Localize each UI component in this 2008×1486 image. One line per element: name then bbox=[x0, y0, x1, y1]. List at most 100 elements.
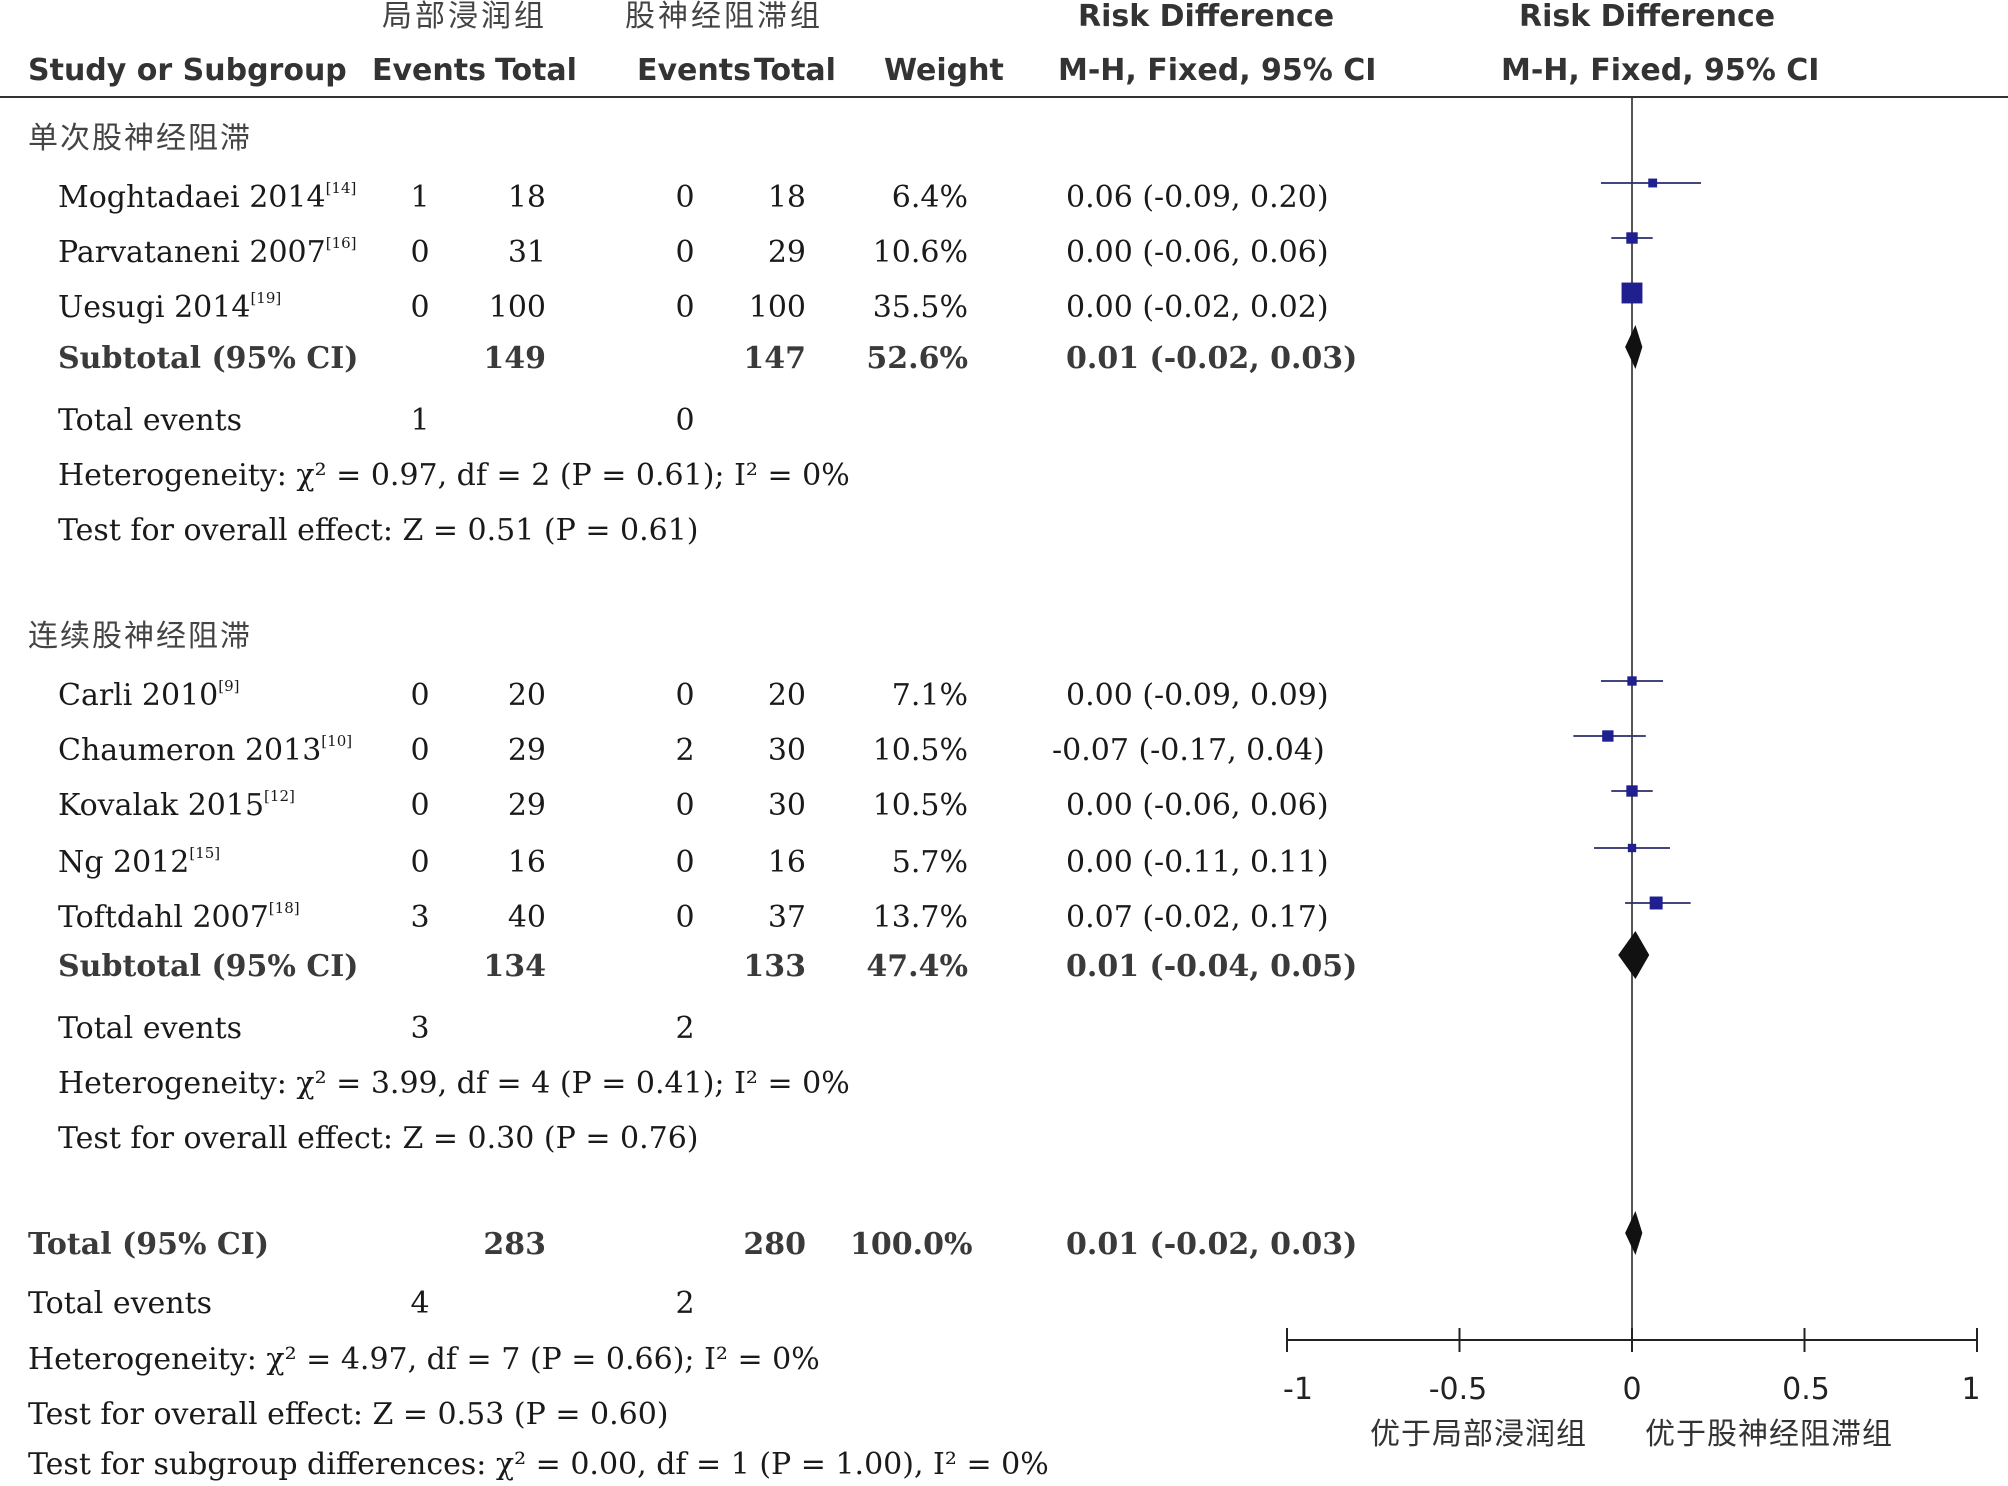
rd-header: Risk Difference bbox=[1078, 0, 1335, 34]
study-ci: 0.00 (-0.06, 0.06) bbox=[1066, 788, 1329, 823]
study-weight: 5.7% bbox=[891, 845, 968, 880]
heterogeneity: Heterogeneity: χ² = 3.99, df = 4 (P = 0.… bbox=[58, 1066, 850, 1101]
overall-effect: Test for overall effect: Z = 0.30 (P = 0… bbox=[58, 1121, 699, 1156]
study-name: Ng 2012[15] bbox=[58, 844, 221, 880]
total-weight: 100.0% bbox=[850, 1227, 973, 1262]
study-point bbox=[1602, 730, 1614, 742]
study-t2: 20 bbox=[767, 678, 806, 713]
study-ci: 0.00 (-0.02, 0.02) bbox=[1066, 290, 1329, 325]
study-t1: 40 bbox=[507, 900, 546, 935]
axis-tick-label: 0.5 bbox=[1782, 1372, 1830, 1407]
axis-tick-label: -1 bbox=[1283, 1372, 1313, 1407]
study-t1: 16 bbox=[507, 845, 546, 880]
total-events-e2: 2 bbox=[675, 1286, 695, 1321]
study-weight: 10.5% bbox=[872, 733, 968, 768]
study-t1: 20 bbox=[507, 678, 546, 713]
subtotal-t2: 147 bbox=[743, 341, 806, 376]
study-t1: 100 bbox=[488, 290, 546, 325]
subtotal-weight: 47.4% bbox=[866, 949, 968, 984]
study-weight: 10.5% bbox=[872, 788, 968, 823]
study-t2: 100 bbox=[748, 290, 806, 325]
subgroup-difference-test: Test for subgroup differences: χ² = 0.00… bbox=[28, 1447, 1049, 1482]
study-point bbox=[1627, 676, 1637, 686]
study-e1: 3 bbox=[410, 900, 430, 935]
group1-header: 局部浸润组 bbox=[382, 0, 547, 34]
study-ci: 0.00 (-0.06, 0.06) bbox=[1066, 235, 1329, 270]
study-e2: 0 bbox=[675, 235, 695, 270]
study-e2: 0 bbox=[675, 290, 695, 325]
subgroup1-title: 单次股神经阻滞 bbox=[28, 121, 252, 156]
study-point bbox=[1648, 178, 1658, 188]
favours-right-label: 优于股神经阻滞组 bbox=[1645, 1417, 1893, 1452]
study-name: Moghtadaei 2014[14] bbox=[58, 179, 357, 215]
study-e2: 0 bbox=[675, 678, 695, 713]
study-t2: 29 bbox=[767, 235, 806, 270]
study-e2: 2 bbox=[675, 733, 695, 768]
study-e1: 0 bbox=[410, 733, 430, 768]
total-events-label: Total events bbox=[58, 1011, 243, 1046]
study-t1: 31 bbox=[507, 235, 546, 270]
total-events-label: Total events bbox=[58, 403, 243, 438]
subtotal-label: Subtotal (95% CI) bbox=[58, 949, 359, 984]
subtotal-t1: 134 bbox=[483, 949, 546, 984]
overall-effect: Test for overall effect: Z = 0.51 (P = 0… bbox=[58, 513, 699, 548]
study-t2: 37 bbox=[767, 900, 806, 935]
group2-header: 股神经阻滞组 bbox=[625, 0, 823, 34]
study-e1: 0 bbox=[410, 235, 430, 270]
study-e2: 0 bbox=[675, 788, 695, 823]
study-e1: 0 bbox=[410, 845, 430, 880]
study-t2: 16 bbox=[767, 845, 806, 880]
study-name: Kovalak 2015[12] bbox=[58, 787, 295, 823]
favours-left-label: 优于局部浸润组 bbox=[1370, 1417, 1587, 1452]
study-t2: 30 bbox=[767, 733, 806, 768]
subtotal-t2: 133 bbox=[743, 949, 806, 984]
study-name: Parvataneni 2007[16] bbox=[58, 234, 357, 270]
subgroup2-title: 连续股神经阻滞 bbox=[28, 619, 252, 654]
study-e2: 0 bbox=[675, 180, 695, 215]
axis-tick-label: -0.5 bbox=[1428, 1372, 1488, 1407]
study-point bbox=[1626, 232, 1638, 244]
col-events1: Events bbox=[372, 53, 486, 88]
study-weight: 35.5% bbox=[872, 290, 968, 325]
total-t1: 283 bbox=[483, 1227, 546, 1262]
total-label: Total (95% CI) bbox=[28, 1227, 270, 1262]
study-t1: 29 bbox=[507, 733, 546, 768]
total-events-e1: 4 bbox=[410, 1286, 430, 1321]
study-point bbox=[1626, 785, 1638, 797]
col-study: Study or Subgroup bbox=[28, 53, 347, 88]
total-events-e1: 1 bbox=[410, 403, 430, 438]
col-weight: Weight bbox=[884, 53, 1004, 88]
study-name: Chaumeron 2013[10] bbox=[58, 732, 353, 768]
study-e1: 0 bbox=[410, 678, 430, 713]
study-t2: 18 bbox=[767, 180, 806, 215]
total-events-e2: 2 bbox=[675, 1011, 695, 1046]
header-rule bbox=[0, 96, 2008, 98]
col-total2: Total bbox=[754, 53, 836, 88]
axis-tick-label: 1 bbox=[1961, 1372, 1981, 1407]
subtotal-label: Subtotal (95% CI) bbox=[58, 341, 359, 376]
study-ci: 0.06 (-0.09, 0.20) bbox=[1066, 180, 1329, 215]
study-ci: 0.00 (-0.11, 0.11) bbox=[1066, 845, 1329, 880]
study-e1: 0 bbox=[410, 788, 430, 823]
study-name: Uesugi 2014[19] bbox=[58, 289, 282, 325]
study-point bbox=[1621, 282, 1643, 304]
study-name: Carli 2010[9] bbox=[58, 677, 240, 713]
subtotal-weight: 52.6% bbox=[866, 341, 968, 376]
study-ci: -0.07 (-0.17, 0.04) bbox=[1052, 733, 1325, 768]
total-ci: 0.01 (-0.02, 0.03) bbox=[1066, 1227, 1358, 1262]
total-overall-effect: Test for overall effect: Z = 0.53 (P = 0… bbox=[28, 1397, 669, 1432]
study-e2: 0 bbox=[675, 900, 695, 935]
axis-tick-label: 0 bbox=[1622, 1372, 1642, 1407]
study-e2: 0 bbox=[675, 845, 695, 880]
study-t1: 18 bbox=[507, 180, 546, 215]
study-weight: 6.4% bbox=[891, 180, 968, 215]
study-t2: 30 bbox=[767, 788, 806, 823]
study-ci: 0.07 (-0.02, 0.17) bbox=[1066, 900, 1329, 935]
pooled-diamond bbox=[1625, 325, 1643, 369]
total-t2: 280 bbox=[743, 1227, 806, 1262]
col-method-plot: M-H, Fixed, 95% CI bbox=[1501, 53, 1820, 88]
rd-plot-header: Risk Difference bbox=[1519, 0, 1776, 34]
total-events-label: Total events bbox=[28, 1286, 213, 1321]
total-events-e1: 3 bbox=[410, 1011, 430, 1046]
